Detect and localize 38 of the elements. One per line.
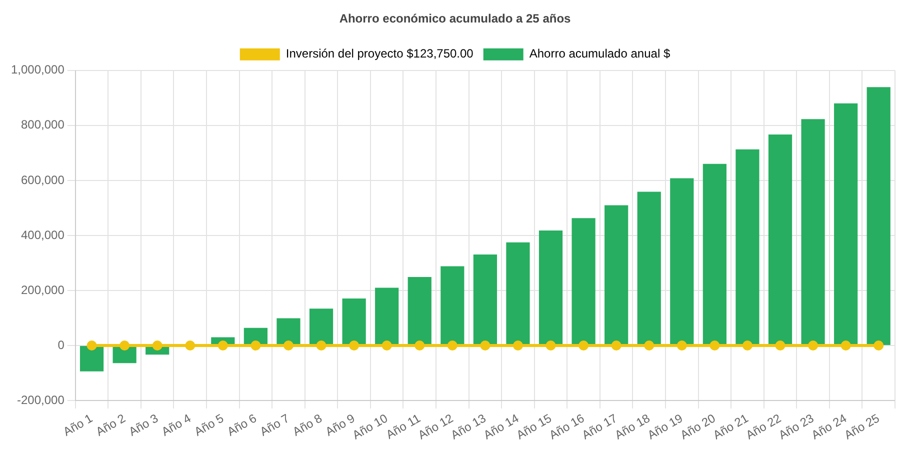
bar — [834, 103, 858, 345]
x-tick-label: Año 6 — [224, 410, 260, 439]
y-tick-label: 400,000 — [20, 228, 65, 242]
x-tick-label: Año 7 — [257, 410, 292, 439]
y-tick-label: 0 — [58, 338, 65, 352]
x-tick-label: Año 2 — [94, 410, 128, 439]
legend-label: Inversión del proyecto $123,750.00 — [286, 46, 474, 61]
bar — [506, 242, 530, 345]
y-tick-label: 1,000,000 — [10, 62, 65, 77]
x-tick-label: Año 3 — [126, 410, 161, 439]
bar — [80, 346, 104, 372]
bar — [342, 298, 366, 345]
x-tick-label: Año 4 — [159, 410, 194, 439]
bar — [473, 254, 497, 345]
x-tick-label: Año 1 — [60, 410, 96, 439]
bar — [572, 218, 596, 345]
bar — [768, 134, 792, 345]
y-tick-label: 200,000 — [20, 282, 65, 297]
bar — [736, 149, 760, 345]
bar — [637, 192, 661, 345]
bar — [801, 119, 825, 345]
y-tick-label: 600,000 — [20, 172, 65, 187]
x-tick-label: Año 8 — [290, 410, 325, 439]
bar — [866, 87, 890, 345]
chart-title: Ahorro económico acumulado a 25 años — [339, 12, 572, 26]
bar — [309, 308, 334, 345]
bar — [538, 230, 563, 345]
legend-label: Ahorro acumulado anual $ — [529, 46, 670, 61]
bar — [702, 164, 726, 345]
x-tick-label: Año 5 — [192, 410, 226, 439]
bar — [440, 266, 464, 345]
bar — [670, 178, 694, 345]
bar — [604, 205, 628, 345]
bar — [375, 288, 399, 345]
y-tick-label: 800,000 — [20, 118, 65, 132]
bar — [276, 318, 300, 345]
bar — [408, 276, 432, 345]
y-tick-label: -200,000 — [17, 392, 65, 407]
